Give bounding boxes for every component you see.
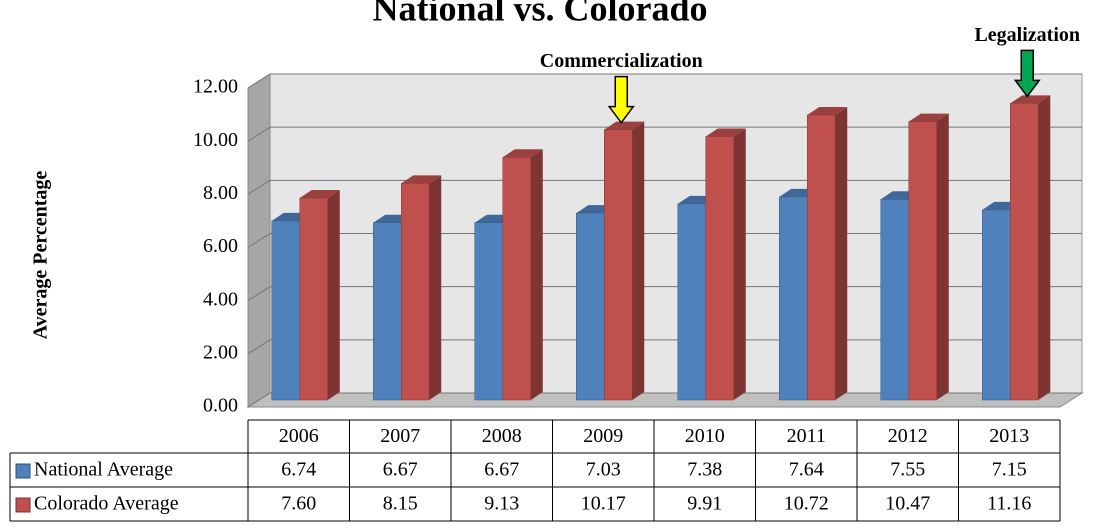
table-value: 6.74 bbox=[281, 459, 316, 481]
bar bbox=[677, 203, 706, 401]
bar-side bbox=[327, 189, 340, 400]
y-tick-label: 10.00 bbox=[193, 129, 238, 151]
bar bbox=[604, 129, 633, 401]
table-value: 6.67 bbox=[383, 459, 418, 481]
y-tick-label: 6.00 bbox=[203, 235, 238, 257]
table-value: 7.03 bbox=[586, 459, 621, 481]
x-tick-label: 2012 bbox=[888, 425, 928, 447]
table-value: 11.16 bbox=[987, 493, 1031, 515]
table-value: 7.60 bbox=[281, 493, 316, 515]
y-tick-label: 4.00 bbox=[203, 288, 238, 310]
table-value: 6.67 bbox=[484, 459, 519, 481]
bar-side bbox=[530, 149, 543, 400]
bar bbox=[502, 157, 531, 401]
x-tick-label: 2011 bbox=[787, 425, 826, 447]
table-value: 10.17 bbox=[581, 493, 626, 515]
x-tick-label: 2009 bbox=[583, 425, 623, 447]
bar bbox=[779, 196, 808, 401]
legend-key bbox=[15, 463, 31, 479]
bar-top bbox=[604, 121, 645, 130]
annotation-arrow bbox=[607, 75, 635, 124]
table-value: 9.91 bbox=[687, 493, 722, 515]
y-axis-label: Average Percentage bbox=[30, 171, 52, 340]
bar bbox=[299, 197, 328, 401]
legend-label: Colorado Average bbox=[34, 493, 179, 515]
x-tick-label: 2010 bbox=[685, 425, 725, 447]
annotation-label: Legalization bbox=[974, 24, 1080, 46]
y-tick-label: 0.00 bbox=[203, 395, 238, 417]
chart-title: National vs. Colorado bbox=[372, 0, 707, 28]
table-value: 7.55 bbox=[890, 459, 925, 481]
bar-side bbox=[632, 121, 645, 401]
table-value: 7.64 bbox=[789, 459, 824, 481]
y-tick-label: 8.00 bbox=[203, 182, 238, 204]
bar bbox=[401, 183, 430, 401]
annotation-label: Commercialization bbox=[540, 50, 703, 72]
x-tick-label: 2013 bbox=[989, 425, 1029, 447]
grid-line bbox=[247, 73, 1082, 89]
bar bbox=[474, 222, 503, 401]
table-value: 7.38 bbox=[687, 459, 722, 481]
table-value: 10.47 bbox=[885, 493, 930, 515]
bar bbox=[373, 222, 402, 401]
bar bbox=[271, 220, 300, 401]
bar bbox=[1010, 103, 1039, 401]
bar-side bbox=[1038, 95, 1051, 400]
table-value: 9.13 bbox=[484, 493, 519, 515]
bar-side bbox=[429, 175, 442, 400]
bar bbox=[982, 209, 1011, 401]
bar-top bbox=[299, 189, 340, 198]
bar-top bbox=[401, 175, 442, 184]
bar-top bbox=[705, 128, 746, 137]
bar bbox=[576, 212, 605, 401]
x-tick-label: 2008 bbox=[482, 425, 522, 447]
bar bbox=[880, 199, 909, 401]
legend-label: National Average bbox=[34, 459, 173, 481]
y-tick-label: 12.00 bbox=[193, 76, 238, 98]
bar-top bbox=[1010, 95, 1051, 104]
table-value: 7.15 bbox=[992, 459, 1027, 481]
bar bbox=[705, 136, 734, 401]
table-value: 8.15 bbox=[383, 493, 418, 515]
bar-side bbox=[835, 107, 848, 400]
bar bbox=[807, 114, 836, 401]
table-value: 10.72 bbox=[784, 493, 829, 515]
bar-top bbox=[807, 107, 848, 116]
x-tick-label: 2006 bbox=[279, 425, 319, 447]
bar-top bbox=[908, 113, 949, 122]
bar-top bbox=[502, 149, 543, 158]
y-tick-label: 2.00 bbox=[203, 341, 238, 363]
bar bbox=[908, 121, 937, 401]
annotation-arrow bbox=[1013, 49, 1041, 98]
legend-key bbox=[15, 497, 31, 513]
bar-side bbox=[733, 128, 746, 400]
x-tick-label: 2007 bbox=[380, 425, 420, 447]
bar-side bbox=[936, 113, 949, 401]
